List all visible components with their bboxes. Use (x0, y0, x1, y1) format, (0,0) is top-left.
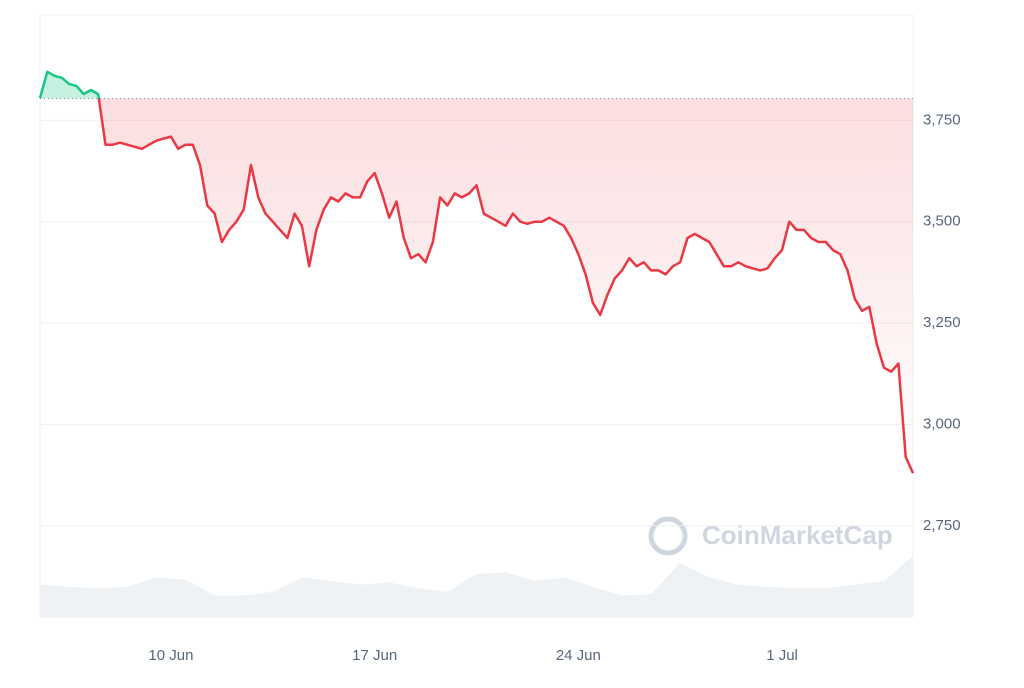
y-tick-label: 3,750 (923, 111, 961, 128)
y-tick-label: 3,250 (923, 314, 961, 331)
y-tick-label: 3,000 (923, 415, 961, 432)
watermark: CoinMarketCap (648, 516, 893, 556)
price-line-down (97, 98, 915, 474)
area-down (40, 98, 913, 474)
x-tick-label: 24 Jun (556, 647, 601, 664)
y-tick-label: 2,750 (923, 517, 961, 534)
y-tick-label: 3,500 (923, 213, 961, 230)
x-tick-label: 10 Jun (148, 647, 193, 664)
x-tick-label: 1 Jul (766, 647, 798, 664)
volume-area (40, 555, 913, 617)
x-tick-label: 17 Jun (352, 647, 397, 664)
watermark-text: CoinMarketCap (702, 520, 893, 550)
watermark-logo (648, 516, 688, 556)
